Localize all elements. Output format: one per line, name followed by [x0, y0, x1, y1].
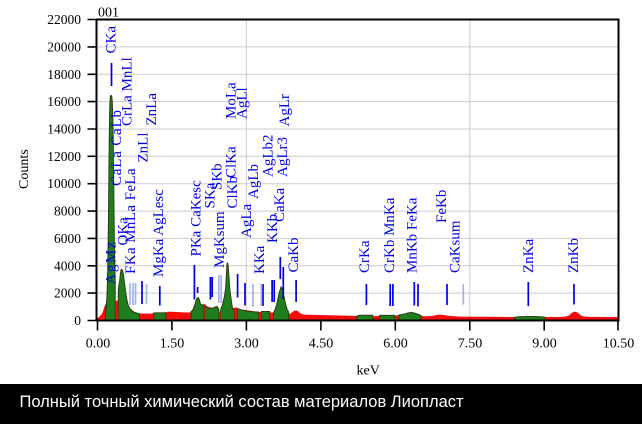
- svg-text:FKa MnLa FeLa: FKa MnLa FeLa: [123, 168, 139, 274]
- svg-text:6000: 6000: [54, 231, 81, 246]
- svg-text:10000: 10000: [47, 176, 81, 191]
- svg-text:CaKsum: CaKsum: [448, 220, 464, 273]
- svg-text:MgKa AgLesc: MgKa AgLesc: [151, 189, 167, 277]
- svg-text:7.50: 7.50: [458, 337, 483, 352]
- svg-text:AgLl: AgLl: [235, 87, 251, 119]
- svg-text:AgLb2: AgLb2: [261, 135, 277, 178]
- svg-text:AgLr: AgLr: [277, 94, 293, 127]
- svg-text:8000: 8000: [54, 204, 81, 219]
- svg-text:ClKa: ClKa: [224, 146, 240, 178]
- svg-text:4.50: 4.50: [309, 337, 334, 352]
- svg-text:0: 0: [74, 313, 81, 328]
- svg-text:4000: 4000: [54, 258, 81, 273]
- svg-text:6.00: 6.00: [383, 337, 408, 352]
- svg-text:16000: 16000: [47, 94, 81, 109]
- svg-text:AgLr3: AgLr3: [275, 137, 291, 177]
- svg-text:ZnLl: ZnLl: [136, 133, 152, 163]
- svg-text:KKb: KKb: [265, 214, 281, 243]
- svg-text:PKa CaKesc: PKa CaKesc: [189, 180, 205, 257]
- svg-text:18000: 18000: [47, 67, 81, 82]
- svg-text:001: 001: [98, 6, 119, 21]
- svg-text:MnKb FeKa: MnKb FeKa: [405, 197, 421, 273]
- svg-text:SKa: SKa: [203, 182, 219, 208]
- svg-text:CaKa: CaKa: [272, 188, 288, 222]
- svg-text:3.00: 3.00: [234, 337, 259, 352]
- svg-text:CKa: CKa: [103, 26, 119, 54]
- svg-text:CrLa MnLl: CrLa MnLl: [120, 57, 136, 126]
- svg-text:CrKa: CrKa: [357, 240, 373, 273]
- svg-text:0.00: 0.00: [86, 337, 111, 352]
- svg-text:20000: 20000: [47, 39, 81, 54]
- svg-text:1.50: 1.50: [160, 337, 185, 352]
- svg-text:2000: 2000: [54, 286, 81, 301]
- svg-text:ZnKa: ZnKa: [521, 239, 537, 273]
- svg-text:AgMz: AgMz: [104, 240, 120, 284]
- svg-text:9.00: 9.00: [532, 337, 557, 352]
- svg-text:CaKb: CaKb: [286, 238, 302, 273]
- svg-text:MgKsum: MgKsum: [212, 211, 228, 268]
- svg-text:ZnLa: ZnLa: [144, 93, 160, 126]
- svg-text:FeKb: FeKb: [434, 190, 450, 223]
- svg-text:Counts: Counts: [17, 149, 32, 189]
- svg-text:OKa: OKa: [116, 217, 132, 246]
- svg-text:keV: keV: [357, 364, 380, 379]
- svg-text:12000: 12000: [47, 149, 81, 164]
- svg-text:10.50: 10.50: [603, 337, 635, 352]
- svg-text:SKb: SKb: [210, 163, 226, 190]
- svg-text:CaLa CaLb: CaLa CaLb: [109, 109, 125, 186]
- svg-text:AgLb: AgLb: [246, 164, 262, 199]
- svg-text:AgLa: AgLa: [239, 204, 255, 238]
- svg-text:CrKb MnKa: CrKb MnKa: [382, 197, 398, 273]
- svg-text:Полный точный химический соста: Полный точный химический состав материал…: [20, 393, 465, 411]
- svg-text:MoLa: MoLa: [224, 82, 240, 119]
- svg-text:14000: 14000: [47, 122, 81, 137]
- svg-text:KKa: KKa: [252, 245, 268, 274]
- svg-text:ZnKb: ZnKb: [566, 238, 582, 273]
- svg-text:22000: 22000: [47, 12, 81, 27]
- svg-text:ClKb: ClKb: [225, 176, 241, 209]
